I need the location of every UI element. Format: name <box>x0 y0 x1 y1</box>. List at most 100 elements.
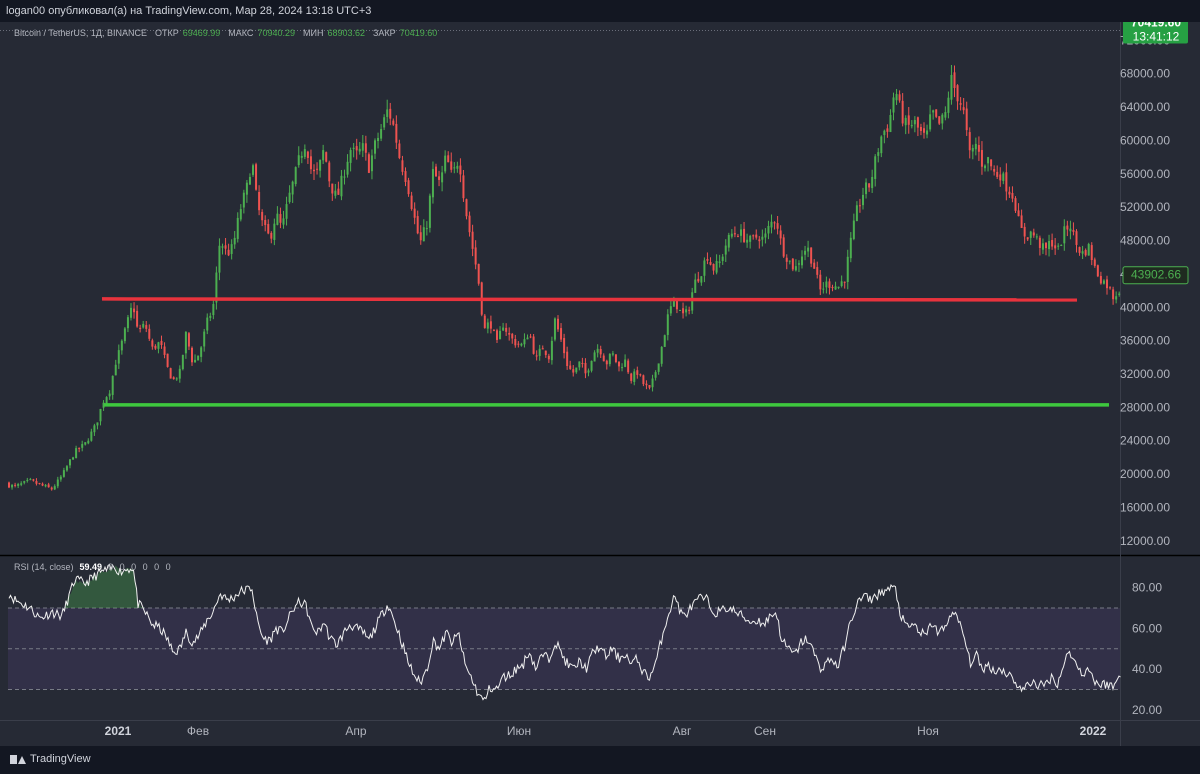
price-tick-label: 64000.00 <box>1120 100 1170 114</box>
candle-down <box>1020 215 1023 229</box>
tradingview-logo[interactable]: TradingView <box>10 753 91 765</box>
chart-area[interactable]: 72000.0068000.0064000.0060000.0056000.00… <box>0 11 1200 746</box>
candle-down <box>145 325 148 329</box>
candle-down <box>712 263 715 271</box>
candle-down <box>618 361 620 367</box>
candle-down <box>139 327 142 330</box>
candle-down <box>313 169 315 172</box>
candle-up <box>108 393 111 397</box>
candle-up <box>703 260 706 276</box>
candle-up <box>1081 251 1084 254</box>
candle-down <box>968 132 971 151</box>
candle-down <box>819 274 822 290</box>
candle-up <box>794 266 797 271</box>
candle-down <box>758 239 761 242</box>
rsi-line[interactable] <box>8 563 1121 701</box>
resistance-line[interactable] <box>101 297 1078 302</box>
price-tick-label: 28000.00 <box>1120 400 1170 414</box>
candle-up <box>123 328 126 342</box>
candle-up <box>157 342 160 349</box>
candle-up <box>75 448 78 458</box>
candle-down <box>8 482 10 488</box>
price-tick-label: 60000.00 <box>1120 133 1170 147</box>
candle-down <box>395 123 398 143</box>
candle-up <box>383 117 386 128</box>
candle-down <box>483 315 486 328</box>
candle-down <box>35 481 38 484</box>
symbol-name[interactable]: Bitcoin / TetherUS, 1Д, BINANCE <box>14 28 147 38</box>
candle-down <box>642 375 645 385</box>
candle-up <box>895 93 898 101</box>
candle-up <box>456 165 459 169</box>
candle-down <box>828 281 831 288</box>
candle-down <box>1023 226 1026 237</box>
candle-down <box>148 328 151 339</box>
candle-down <box>508 332 511 335</box>
candle-up <box>718 261 721 263</box>
candle-down <box>557 318 559 330</box>
candle-up <box>801 256 803 266</box>
candle-down <box>407 180 410 195</box>
candle-down <box>489 321 492 329</box>
candle-down <box>1032 232 1035 236</box>
candle-down <box>923 128 925 133</box>
candle-down <box>279 214 282 223</box>
candle-up <box>361 143 364 151</box>
candle-down <box>706 259 709 261</box>
candle-up <box>764 233 767 238</box>
candle-down <box>154 345 157 349</box>
candle-down <box>169 368 172 379</box>
rsi-tick-label: 20.00 <box>1132 703 1162 717</box>
candle-up <box>59 476 62 480</box>
candle-up <box>593 352 596 362</box>
candle-up <box>892 97 895 113</box>
candle-up <box>877 152 880 156</box>
candle-down <box>773 222 776 224</box>
candle-up <box>126 317 129 329</box>
price-tick-label: 32000.00 <box>1120 367 1170 381</box>
candle-down <box>450 161 453 170</box>
rsi-tick-label: 60.00 <box>1132 621 1162 635</box>
candle-down <box>697 278 700 282</box>
symbol-legend: Bitcoin / TetherUS, 1Д, BINANCE ОТКР 6946… <box>14 28 437 38</box>
candle-up <box>20 483 23 485</box>
candle-up <box>883 130 886 136</box>
rsi-legend: RSI (14, close) 59.49 0 0 0 0 0 0 <box>14 562 173 572</box>
rsi-label[interactable]: RSI (14, close) <box>14 562 74 572</box>
candle-down <box>364 143 367 153</box>
open-label: ОТКР <box>154 28 179 38</box>
chart-canvas[interactable]: 72000.0068000.0064000.0060000.0056000.00… <box>0 11 1200 746</box>
candle-up <box>236 217 239 239</box>
candle-down <box>477 263 480 284</box>
candle-up <box>807 247 810 252</box>
candle-down <box>791 258 794 270</box>
candle-down <box>990 159 993 167</box>
candle-up <box>428 195 431 228</box>
candle-up <box>633 371 636 382</box>
candle-up <box>971 148 974 152</box>
candle-up <box>849 237 852 259</box>
candle-down <box>1014 198 1017 211</box>
candle-down <box>1017 210 1020 217</box>
candle-down <box>630 373 633 381</box>
candle-down <box>709 262 712 265</box>
candle-down <box>468 215 471 233</box>
candle-down <box>977 145 980 152</box>
candle-up <box>273 223 276 240</box>
candle-up <box>297 155 300 166</box>
candle-down <box>14 484 17 486</box>
candle-up <box>374 140 376 154</box>
candle-down <box>337 188 340 195</box>
candle-down <box>785 257 788 262</box>
candle-down <box>965 108 968 131</box>
candle-up <box>486 322 489 329</box>
candle-down <box>160 340 163 346</box>
candle-down <box>410 195 413 209</box>
candle-up <box>349 150 352 163</box>
candle-down <box>1099 276 1102 284</box>
time-tick-label: Сен <box>754 724 776 738</box>
candle-up <box>1048 240 1051 250</box>
bar-countdown: 13:41:12 <box>1133 30 1180 44</box>
candle-up <box>840 281 843 287</box>
candle-up <box>499 330 502 340</box>
